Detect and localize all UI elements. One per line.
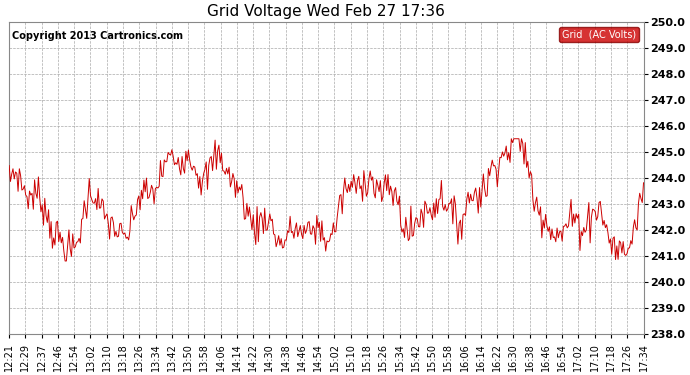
Title: Grid Voltage Wed Feb 27 17:36: Grid Voltage Wed Feb 27 17:36 bbox=[208, 4, 445, 19]
Text: Copyright 2013 Cartronics.com: Copyright 2013 Cartronics.com bbox=[12, 31, 184, 41]
Legend: Grid  (AC Volts): Grid (AC Volts) bbox=[559, 27, 639, 42]
